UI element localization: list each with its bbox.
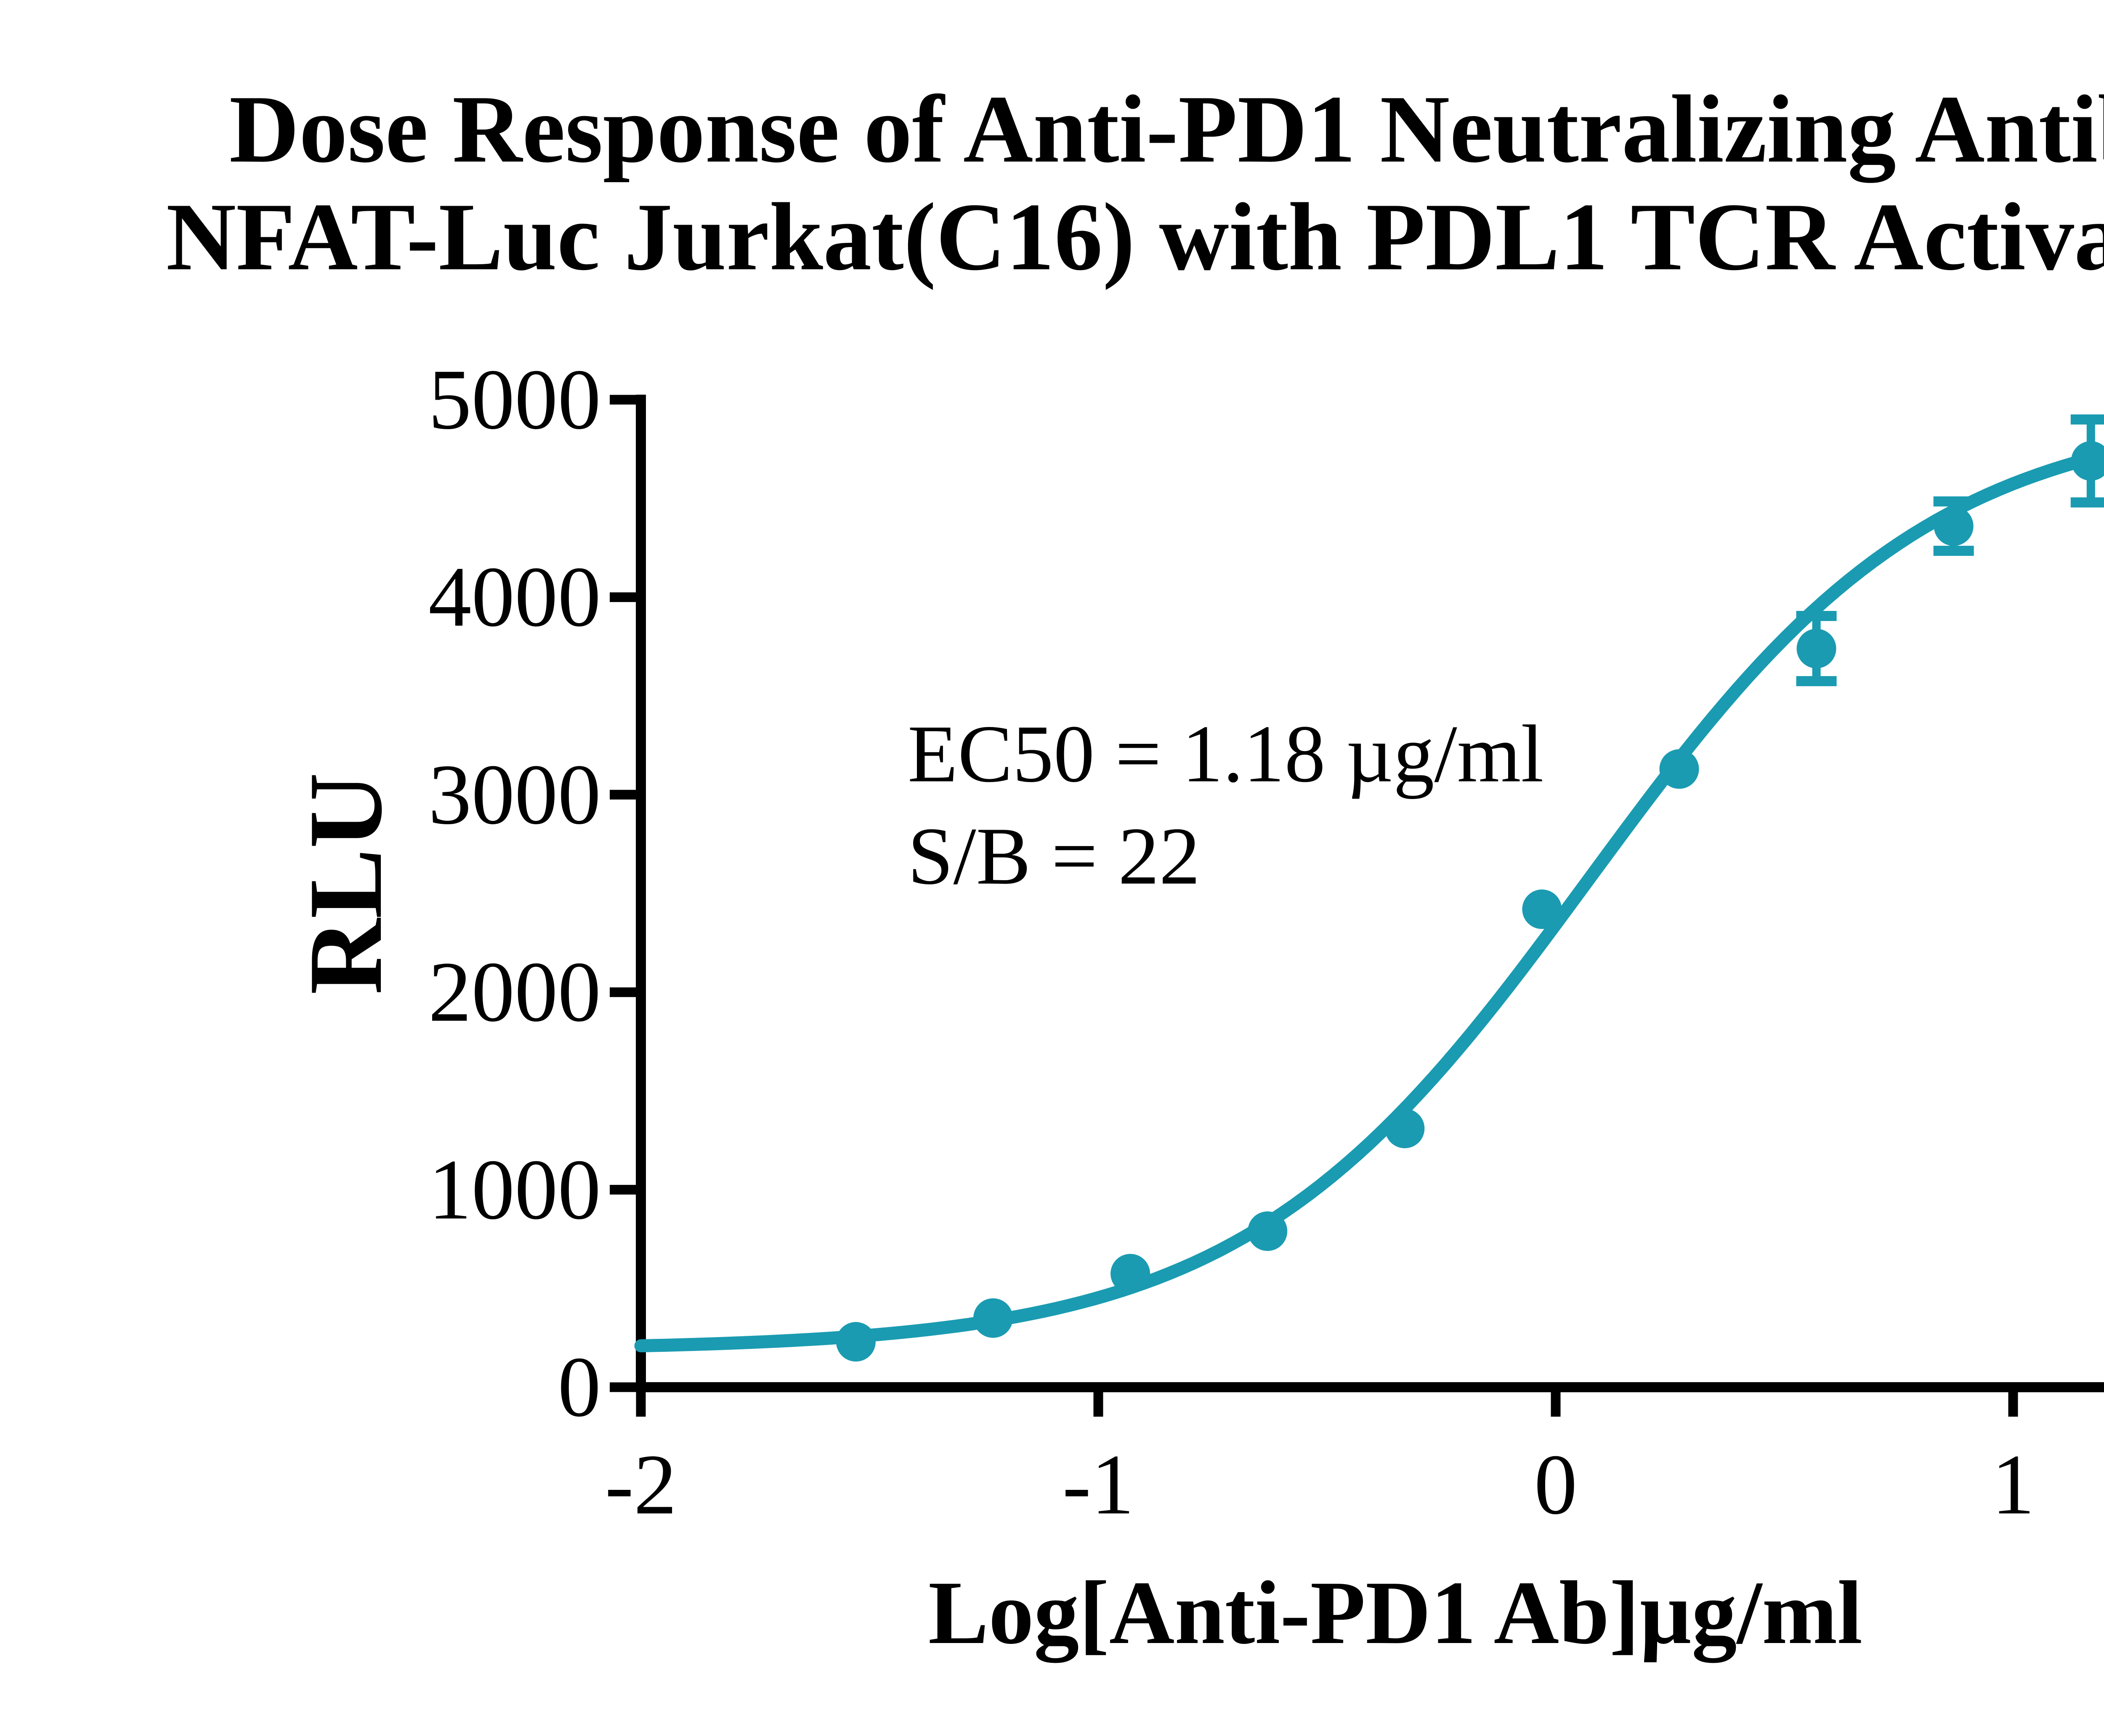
data-point [1934, 506, 1974, 546]
y-tick-label: 4000 [428, 549, 601, 645]
ec50-label: EC50 = 1.18 µg/ml [908, 709, 1544, 799]
y-tick-label: 2000 [428, 944, 601, 1040]
data-point [2071, 441, 2104, 481]
x-tick-label: 1 [1991, 1437, 2035, 1532]
data-point [1522, 889, 1562, 929]
x-tick-label: -1 [1062, 1437, 1134, 1532]
data-point [1385, 1109, 1425, 1149]
data-point [1659, 749, 1699, 789]
y-axis-title: RLU [287, 772, 404, 995]
y-tick-label: 1000 [428, 1141, 601, 1237]
sb-label: S/B = 22 [908, 811, 1201, 902]
data-point [836, 1322, 876, 1362]
chart-title-line1: Dose Response of Anti-PD1 Neutralizing A… [229, 75, 2104, 183]
data-point [1110, 1254, 1150, 1294]
chart-title: Dose Response of Anti-PD1 Neutralizing A… [66, 75, 2104, 291]
y-tick-label: 5000 [428, 352, 601, 447]
x-tick-label: -2 [605, 1437, 677, 1532]
fit-annotation: EC50 = 1.18 µg/ml S/B = 22 [908, 703, 1544, 908]
x-tick-label: 0 [1534, 1437, 1578, 1532]
data-point [973, 1298, 1013, 1338]
data-point [1248, 1211, 1288, 1251]
y-tick-label: 0 [558, 1339, 601, 1435]
data-point [1796, 629, 1836, 669]
y-tick-label: 3000 [428, 746, 601, 842]
chart-title-line2: NFAT-Luc Jurkat(C16) with PDL1 TCR Activ… [166, 183, 2104, 290]
x-axis-title: Log[Anti-PD1 Ab]µg/ml [928, 1562, 1863, 1663]
